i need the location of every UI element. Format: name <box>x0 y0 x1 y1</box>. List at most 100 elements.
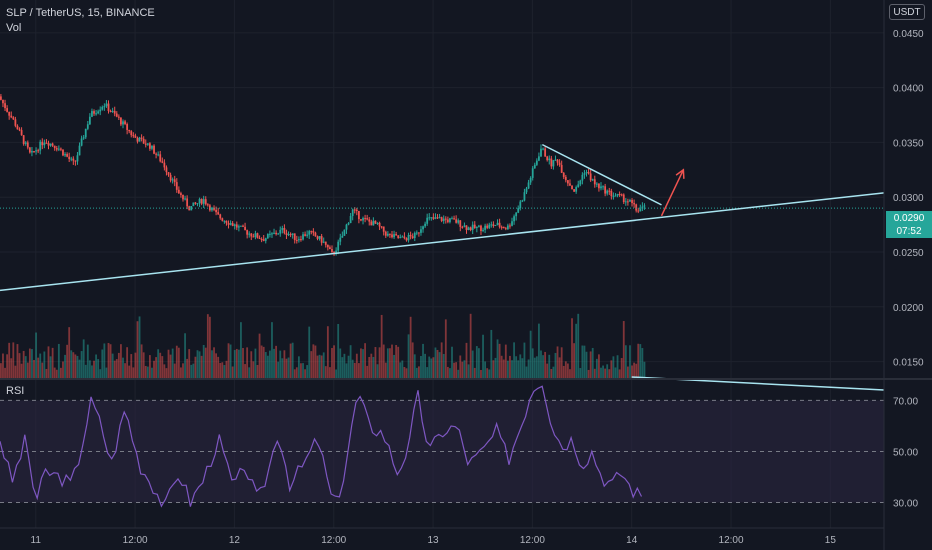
volume-bar <box>482 334 484 378</box>
volume-bar <box>382 344 385 378</box>
candle-body <box>157 154 160 156</box>
volume-bar <box>488 369 491 378</box>
candle-body <box>0 96 2 100</box>
volume-bar <box>449 368 451 378</box>
volume-bar <box>397 346 400 378</box>
candle-body <box>521 200 524 202</box>
candle-body <box>349 216 352 224</box>
volume-bar <box>331 347 333 378</box>
volume-bar <box>486 368 489 378</box>
volume-bar <box>560 347 563 378</box>
volume-bar <box>455 362 458 378</box>
rsi-label[interactable]: RSI <box>6 385 25 397</box>
volume-bar <box>320 355 323 378</box>
candle-body <box>579 180 582 185</box>
time-tick-label: 15 <box>825 535 837 546</box>
candle-body <box>99 109 102 112</box>
candle-body <box>610 190 613 197</box>
volume-bar <box>566 363 569 378</box>
volume-bar <box>446 366 449 378</box>
volume-bar <box>635 363 638 378</box>
candle-body <box>606 190 609 194</box>
candle-body <box>463 225 466 227</box>
volume-bar <box>498 343 501 378</box>
volume-bar <box>169 354 172 378</box>
currency-button[interactable]: USDT <box>889 4 925 20</box>
candle-body <box>177 189 180 194</box>
candle-body <box>490 224 493 226</box>
volume-bar <box>494 357 497 378</box>
volume-bar <box>136 321 139 378</box>
volume-bar <box>357 363 360 378</box>
volume-bar <box>624 345 627 378</box>
volume-bar <box>161 356 164 378</box>
candle-body <box>107 103 110 111</box>
volume-bar <box>20 363 23 378</box>
candle-body <box>554 159 557 161</box>
candle-body <box>24 142 27 144</box>
volume-bar <box>273 348 275 378</box>
candle-body <box>256 233 259 239</box>
volume-bar <box>8 342 11 378</box>
candle-body <box>457 220 460 223</box>
candle-body <box>368 219 371 222</box>
volume-bar <box>289 343 292 378</box>
volume-bar <box>279 350 282 378</box>
candle-body <box>575 187 578 192</box>
candle-body <box>531 168 534 178</box>
candle-body <box>324 241 327 245</box>
volume-bar <box>542 355 544 378</box>
candle-body <box>511 221 513 226</box>
volume-bar <box>484 361 487 378</box>
candle-body <box>540 148 542 157</box>
volume-bar <box>155 357 157 378</box>
volume-bar <box>186 358 189 378</box>
rsi-tick-label: 50.00 <box>893 447 918 458</box>
candle-body <box>395 234 398 236</box>
candle-body <box>95 113 97 115</box>
candle-body <box>86 124 89 129</box>
candle-body <box>180 193 182 195</box>
volume-bar <box>33 359 35 378</box>
volume-bar <box>368 356 371 378</box>
candle-body <box>49 143 52 146</box>
volume-bar <box>53 367 56 378</box>
candle-body <box>269 233 271 235</box>
volume-bar <box>622 321 625 378</box>
volume-bar <box>16 344 19 378</box>
candle-body <box>449 218 451 223</box>
candle-body <box>250 233 253 237</box>
volume-bar <box>360 348 362 378</box>
candle-body <box>134 135 137 138</box>
volume-bar <box>473 367 476 378</box>
rsi-pane <box>0 385 884 508</box>
volume-bar <box>347 355 350 378</box>
candle-body <box>428 217 431 219</box>
volume-bar <box>291 342 294 378</box>
volume-bar <box>51 347 54 378</box>
candle-body <box>289 234 292 236</box>
symbol-title[interactable]: SLP / TetherUS, 15, BINANCE <box>6 7 155 19</box>
volume-bar <box>362 349 364 378</box>
volume-bar <box>70 350 73 378</box>
volume-bar <box>107 342 110 378</box>
candle-body <box>161 161 164 163</box>
candle-body <box>264 238 267 241</box>
volume-bar <box>329 367 331 378</box>
volume-bar <box>335 369 338 378</box>
volume-bar <box>2 353 4 378</box>
volume-bar <box>200 355 203 378</box>
volume-bar <box>250 351 253 378</box>
candle-body <box>587 172 590 174</box>
candle-body <box>41 141 44 146</box>
volume-bar <box>438 352 441 378</box>
candle-body <box>492 224 495 226</box>
volume-bar <box>237 349 240 378</box>
volume-bar <box>308 326 311 378</box>
volume-label[interactable]: Vol <box>6 22 22 34</box>
volume-bar <box>217 356 220 378</box>
candle-body <box>595 183 598 185</box>
candle-body <box>626 201 629 203</box>
candle-body <box>64 154 66 156</box>
